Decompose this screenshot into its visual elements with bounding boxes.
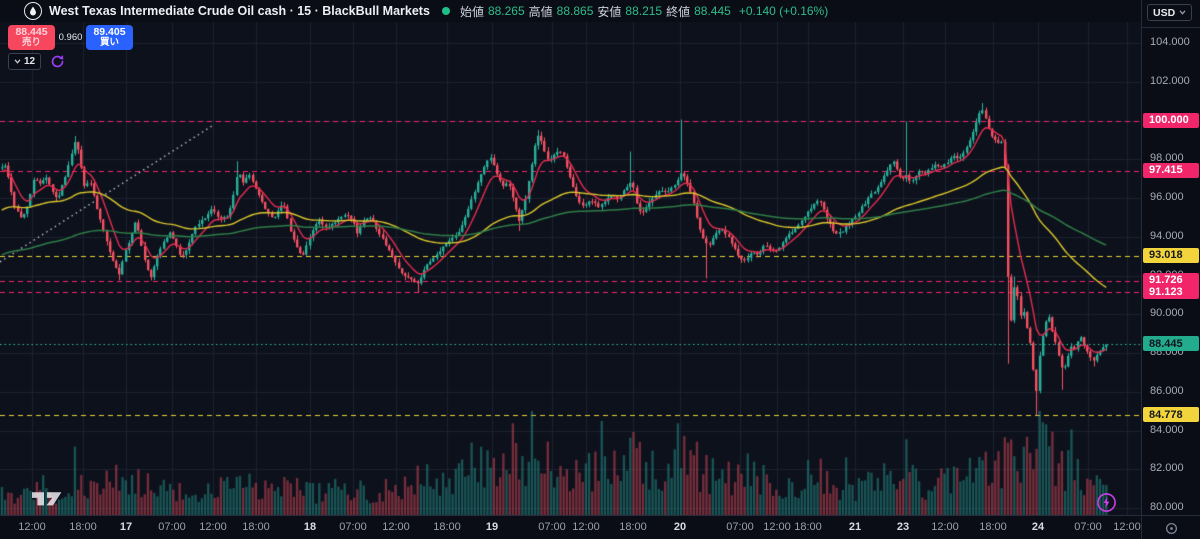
time-tick: 18:00 bbox=[794, 521, 822, 533]
time-tick: 18:00 bbox=[69, 521, 97, 533]
price-line-label[interactable]: 88.445 bbox=[1143, 336, 1199, 352]
open-label: 始値 bbox=[459, 4, 484, 19]
time-tick: 07:00 bbox=[158, 521, 186, 533]
price-tick: 102.000 bbox=[1150, 74, 1190, 87]
time-axis[interactable]: 12:00 18:00 17 07:00 12:00 18:00 18 07:00 12:00 1… bbox=[0, 515, 1200, 539]
price-line-label[interactable]: 100.000 bbox=[1143, 112, 1199, 128]
time-tick: 07:00 bbox=[538, 521, 566, 533]
close-label: 終値 bbox=[666, 4, 691, 19]
price-chart-canvas[interactable] bbox=[0, 22, 1141, 515]
axis-divider bbox=[1142, 27, 1200, 28]
time-tick: 18 bbox=[303, 521, 317, 533]
currency-selector[interactable]: USD bbox=[1147, 4, 1193, 21]
sell-label: 売り bbox=[21, 37, 41, 48]
price-tick: 94.000 bbox=[1150, 229, 1184, 242]
price-line-label[interactable]: 84.778 bbox=[1143, 407, 1199, 423]
price-tick: 86.000 bbox=[1150, 384, 1184, 397]
open-value: 88.265 bbox=[487, 4, 525, 18]
lightning-icon[interactable] bbox=[1096, 492, 1117, 518]
sell-price: 88.445 bbox=[15, 26, 48, 38]
chart-subrow: 12 bbox=[8, 53, 65, 70]
price-tick: 96.000 bbox=[1150, 191, 1184, 203]
market-status-dot[interactable] bbox=[441, 7, 450, 15]
time-tick: 18:00 bbox=[433, 521, 461, 533]
time-tick: 07:00 bbox=[1074, 521, 1102, 533]
price-line-label[interactable]: 91.726 bbox=[1143, 272, 1199, 288]
oil-drop-icon bbox=[24, 2, 42, 20]
time-tick: 20 bbox=[673, 521, 687, 533]
price-line-label[interactable]: 93.018 bbox=[1143, 247, 1199, 263]
spread-value: 0.960 bbox=[58, 32, 83, 43]
chevron-down-icon bbox=[14, 59, 21, 64]
buy-button[interactable]: 89.405 買い bbox=[86, 25, 133, 50]
time-tick: 07:00 bbox=[339, 521, 367, 533]
high-label: 高値 bbox=[528, 4, 553, 19]
countdown-value: 12 bbox=[24, 56, 36, 67]
price-tick: 104.000 bbox=[1150, 36, 1190, 48]
time-tick: 18:00 bbox=[619, 521, 647, 533]
time-tick: 18:00 bbox=[979, 521, 1007, 533]
price-tick: 82.000 bbox=[1150, 462, 1184, 475]
buy-price: 89.405 bbox=[93, 26, 126, 38]
time-tick: 12:00 bbox=[931, 521, 959, 533]
price-tick: 84.000 bbox=[1150, 423, 1184, 436]
change-value: +0.140 (+0.16%) bbox=[738, 4, 829, 18]
buy-label: 買い bbox=[99, 37, 119, 48]
time-tick: 21 bbox=[848, 521, 862, 533]
time-tick: 12:00 bbox=[763, 521, 791, 533]
price-tick: 90.000 bbox=[1150, 307, 1184, 320]
time-tick: 23 bbox=[896, 521, 910, 533]
price-line-label[interactable]: 97.415 bbox=[1143, 162, 1199, 178]
time-tick: 12:00 bbox=[382, 521, 410, 533]
time-tick: 12:00 bbox=[572, 521, 600, 533]
close-value: 88.445 bbox=[694, 4, 731, 18]
sell-button[interactable]: 88.445 売り bbox=[8, 25, 55, 50]
target-settings-icon[interactable] bbox=[1164, 521, 1179, 536]
ohlc-legend: 始値 88.265 高値 88.865 安値 88.215 終値 88.445 +0.1… bbox=[460, 3, 828, 20]
time-tick: 07:00 bbox=[726, 521, 754, 533]
price-tick: 98.000 bbox=[1150, 152, 1184, 165]
price-tick: 80.000 bbox=[1150, 501, 1184, 513]
time-tick: 18:00 bbox=[242, 521, 270, 533]
bar-countdown[interactable]: 12 bbox=[8, 53, 42, 70]
tradingview-logo[interactable] bbox=[26, 491, 74, 506]
time-tick: 12:00 bbox=[18, 521, 46, 533]
time-tick: 17 bbox=[119, 521, 133, 533]
time-tick: 12:00 bbox=[199, 521, 227, 533]
time-tick: 12:00 bbox=[1113, 521, 1141, 533]
chart-header: West Texas Intermediate Crude Oil cash ·… bbox=[0, 0, 1141, 22]
chevron-down-icon bbox=[1179, 10, 1186, 15]
price-line-label[interactable]: 91.123 bbox=[1143, 284, 1199, 300]
price-axis[interactable]: USD 104.000 102.000 100.000 98.000 96.000 94.… bbox=[1141, 0, 1200, 515]
low-value: 88.215 bbox=[625, 4, 663, 18]
time-tick: 19 bbox=[485, 521, 499, 533]
low-label: 安値 bbox=[597, 4, 622, 19]
axis-corner bbox=[1141, 516, 1200, 539]
high-value: 88.865 bbox=[556, 4, 594, 18]
refresh-icon[interactable] bbox=[50, 54, 65, 69]
currency-label: USD bbox=[1153, 6, 1176, 19]
time-tick: 24 bbox=[1031, 521, 1045, 533]
trade-panel: 88.445 売り 0.960 89.405 買い bbox=[8, 25, 133, 50]
symbol-title[interactable]: West Texas Intermediate Crude Oil cash ·… bbox=[49, 4, 430, 18]
